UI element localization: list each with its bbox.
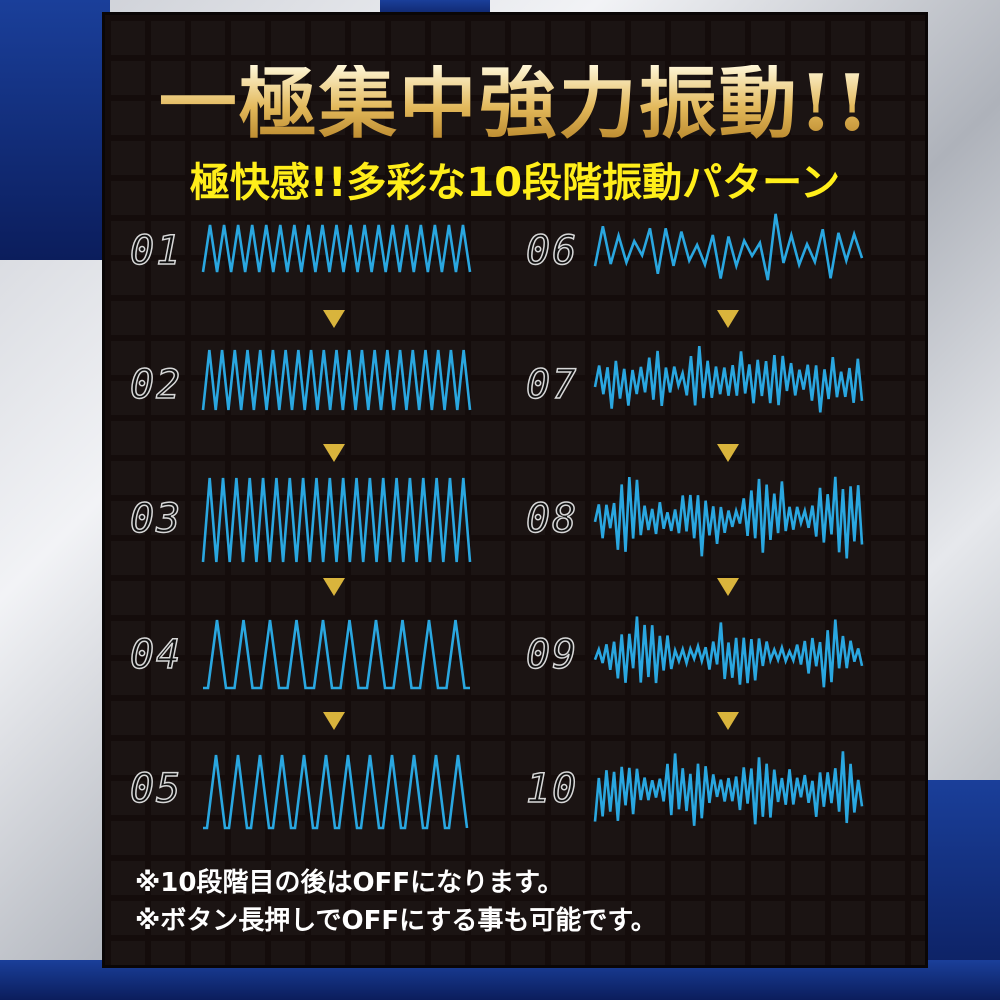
waveform-02 [201,349,472,411]
waveform-04 [203,619,470,690]
pattern-label-05: 05 [129,765,183,813]
waveform-05 [203,754,469,830]
arrow-down-icon [717,578,739,596]
pattern-label-01: 01 [129,227,183,275]
pattern-label-08: 08 [525,495,579,543]
pattern-label-02: 02 [129,361,183,409]
pattern-label-07: 07 [525,361,579,409]
pattern-label-10: 10 [525,765,579,813]
waveform-01 [201,224,472,273]
arrow-down-icon [323,444,345,462]
pattern-label-03: 03 [129,495,183,543]
panel-grid-background [105,15,925,965]
waveform-08 [593,476,864,559]
waveform-06 [593,213,864,281]
left-blue-frame [0,0,110,260]
arrow-down-icon [323,578,345,596]
arrow-down-icon [717,712,739,730]
waveform-07 [593,346,864,413]
arrow-down-icon [717,310,739,328]
headline: 一極集中強力振動!! [105,65,925,143]
subheadline: 極快感!!多彩な10段階振動パターン [189,160,841,206]
arrow-down-icon [323,712,345,730]
pattern-label-09: 09 [525,631,579,679]
arrow-down-icon [323,310,345,328]
waveform-10 [593,751,864,826]
waveform-03 [201,477,472,563]
bottom-blue-frame [0,960,1000,1000]
note-2: ※ボタン長押しでOFFにする事も可能です。 [135,906,657,936]
pattern-label-06: 06 [525,227,579,275]
note-1: ※10段階目の後はOFFになります。 [135,868,564,898]
arrow-down-icon [717,444,739,462]
waveform-09 [593,616,864,688]
pattern-panel: 一極集中強力振動!! 極快感!!多彩な10段階振動パターン [105,15,925,965]
pattern-label-04: 04 [129,631,183,679]
